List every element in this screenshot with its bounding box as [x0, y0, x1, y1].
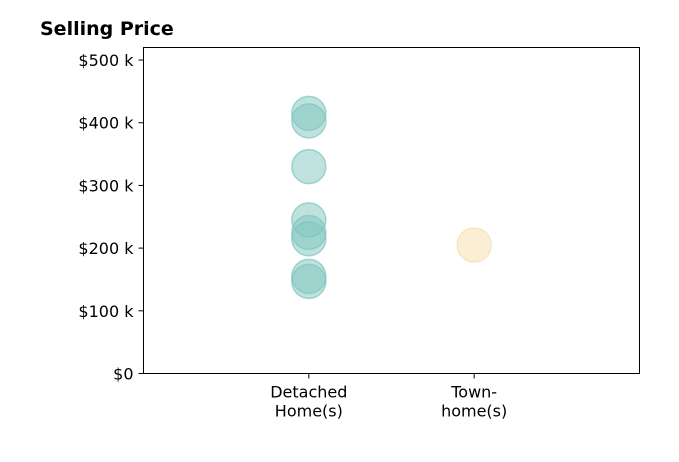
y-tick-label: $200 k: [78, 239, 134, 258]
data-points: [291, 95, 492, 300]
x-tick-label-line: home(s): [441, 402, 507, 421]
x-axis: Detached Home(s) Town-home(s): [270, 373, 507, 421]
data-point: [291, 103, 327, 139]
x-tick-label-line: Town-: [450, 383, 497, 402]
chart-title: Selling Price: [40, 18, 174, 40]
data-point: [291, 148, 327, 185]
x-tick-label-line: Detached: [270, 383, 347, 402]
data-point: [291, 220, 327, 257]
x-tick-label: Town-home(s): [441, 383, 507, 421]
plot-frame: [143, 47, 640, 374]
x-tick-label: Detached Home(s): [270, 383, 347, 421]
y-tick-label: $400 k: [78, 114, 134, 133]
data-point: [456, 227, 492, 263]
y-tick-label: $500 k: [78, 51, 134, 70]
x-tick-label-line: Home(s): [275, 402, 343, 421]
y-axis: $0 $100 k $200 k $300 k $400 k $500 k: [78, 51, 144, 384]
y-tick-label: $300 k: [78, 176, 134, 195]
y-tick-label: $0: [113, 365, 133, 384]
y-tick-label: $100 k: [78, 302, 134, 321]
data-point: [291, 263, 327, 300]
